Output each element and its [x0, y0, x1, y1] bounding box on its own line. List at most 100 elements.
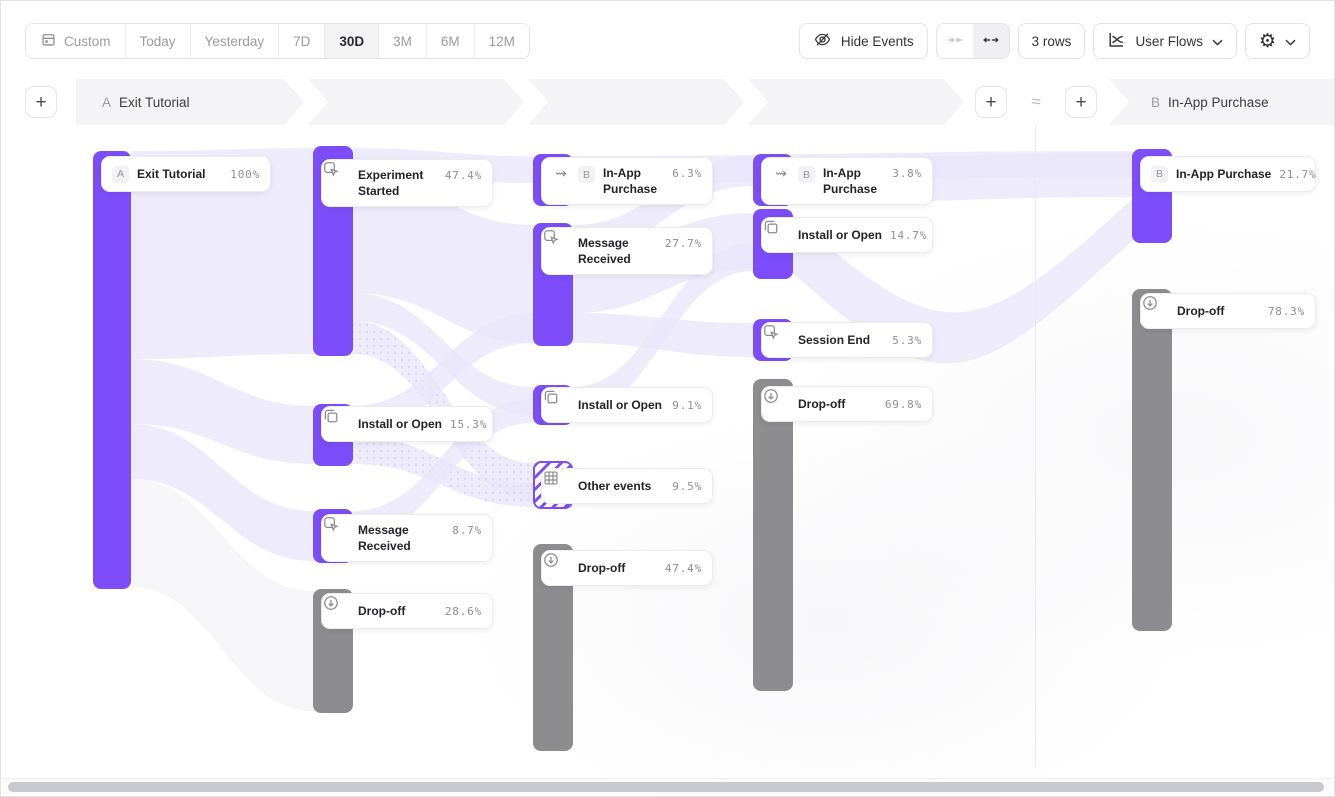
- step-header-row: + A Exit Tutorial + ≈ + B In-App Purchas…: [1, 79, 1334, 125]
- horizontal-scrollbar-thumb[interactable]: [8, 782, 1324, 792]
- cursor-click-icon: [324, 162, 350, 185]
- date-range-custom[interactable]: Custom: [26, 24, 126, 58]
- flow-ribbon[interactable]: [131, 479, 313, 711]
- rows-button[interactable]: 3 rows: [1017, 23, 1086, 59]
- jump-arrow-icon: ⇝: [555, 166, 567, 182]
- step-band-2: [308, 79, 524, 125]
- add-step-left-button[interactable]: +: [25, 86, 57, 118]
- flow-node-card[interactable]: A Exit Tutorial 100%: [101, 156, 271, 192]
- flow-node-card[interactable]: Drop-off 69.8%: [761, 386, 933, 422]
- step-band-4: [748, 79, 964, 125]
- flow-node-card[interactable]: ⇝ B In-App Purchase 6.3%: [541, 157, 713, 205]
- flow-node-card[interactable]: Drop-off 78.3%: [1140, 293, 1316, 329]
- flow-ribbon[interactable]: [353, 175, 533, 343]
- copy-icon: [324, 409, 350, 433]
- section-a-title: Exit Tutorial: [119, 95, 190, 110]
- node-label: In-App Purchase: [603, 166, 658, 197]
- section-a-badge: A: [102, 95, 111, 110]
- cursor-click-icon: [324, 517, 350, 540]
- flow-ribbon[interactable]: [131, 148, 313, 359]
- node-percentage: 69.8%: [884, 397, 922, 411]
- add-step-b-button[interactable]: +: [1065, 86, 1097, 118]
- date-range-12m[interactable]: 12M: [474, 24, 529, 58]
- flow-node-bar[interactable]: [93, 151, 131, 589]
- flow-ribbon[interactable]: [573, 243, 753, 415]
- node-label: Install or Open: [578, 397, 663, 412]
- flow-node-card[interactable]: B In-App Purchase 21.7%: [1140, 156, 1316, 192]
- flow-ribbon[interactable]: [131, 424, 313, 561]
- section-divider: [1035, 125, 1036, 767]
- node-label: Session End: [798, 332, 871, 347]
- flow-ribbon[interactable]: [353, 313, 533, 436]
- date-range-selector: Custom Today Yesterday 7D 30D 3M 6M 12M: [25, 23, 530, 59]
- flow-node-card[interactable]: Drop-off 28.6%: [321, 593, 493, 629]
- flow-chart-icon: [1107, 30, 1126, 52]
- date-range-7d[interactable]: 7D: [279, 24, 326, 58]
- gear-icon: ⚙: [1259, 31, 1276, 51]
- flow-node-card[interactable]: Other events 9.5%: [541, 468, 713, 504]
- section-a-header: A Exit Tutorial: [76, 79, 304, 125]
- section-b-badge: B: [1151, 95, 1160, 110]
- node-percentage: 9.5%: [672, 479, 702, 493]
- flow-node-card[interactable]: Install or Open 14.7%: [761, 217, 933, 253]
- flow-node-card[interactable]: Install or Open 9.1%: [541, 387, 713, 423]
- node-label: Exit Tutorial: [137, 166, 206, 181]
- arrows-collapse-icon: [946, 31, 964, 52]
- flow-node-card[interactable]: Drop-off 47.4%: [541, 550, 713, 586]
- date-range-3m[interactable]: 3M: [379, 24, 427, 58]
- flow-node-card[interactable]: Message Received 27.7%: [541, 227, 713, 275]
- flow-node-card[interactable]: Session End 5.3%: [761, 322, 933, 358]
- node-label: Drop-off: [578, 560, 626, 575]
- step-band-3: [528, 79, 744, 125]
- add-step-a-button[interactable]: +: [975, 86, 1007, 118]
- arrow-down-circle-icon: [544, 553, 570, 577]
- node-percentage: 15.3%: [450, 417, 488, 431]
- flow-node-bar[interactable]: [753, 379, 793, 691]
- node-percentage: 3.8%: [892, 167, 922, 180]
- arrow-down-circle-icon: [1143, 296, 1169, 320]
- flow-node-card[interactable]: Message Received 8.7%: [321, 514, 493, 562]
- collapse-expand-toggle: [935, 23, 1010, 59]
- flow-node-card[interactable]: Install or Open 15.3%: [321, 406, 493, 442]
- copy-icon: [544, 390, 570, 414]
- node-label: Message Received: [578, 236, 631, 267]
- eye-off-icon: [813, 30, 832, 52]
- cursor-click-icon: [544, 230, 570, 253]
- flow-ribbon[interactable]: [353, 293, 533, 415]
- flow-node-card[interactable]: Experiment Started 47.4%: [321, 159, 493, 207]
- arrow-down-circle-icon: [764, 389, 790, 413]
- collapse-columns-button[interactable]: [936, 24, 973, 58]
- flow-node-bar[interactable]: [1132, 289, 1172, 631]
- cursor-click-icon: [764, 325, 790, 349]
- date-range-6m[interactable]: 6M: [426, 24, 475, 58]
- settings-dropdown[interactable]: ⚙: [1244, 23, 1310, 59]
- node-percentage: 5.3%: [892, 333, 922, 347]
- grid-icon: [544, 471, 570, 495]
- jump-arrow-icon: ⇝: [775, 166, 787, 182]
- section-a-band: A Exit Tutorial: [76, 79, 304, 125]
- toolbar: Custom Today Yesterday 7D 30D 3M 6M 12M …: [25, 23, 1310, 59]
- date-range-30d[interactable]: 30D: [325, 24, 380, 58]
- node-label: Message Received: [358, 523, 411, 554]
- section-break-symbol: ≈: [1023, 79, 1049, 125]
- date-range-yesterday[interactable]: Yesterday: [190, 24, 280, 58]
- chevron-down-icon: [1285, 34, 1296, 49]
- node-percentage: 27.7%: [664, 237, 702, 250]
- node-percentage: 100%: [230, 167, 260, 181]
- node-label: Drop-off: [1177, 303, 1225, 318]
- node-label: Experiment Started: [358, 168, 424, 199]
- node-label: Other events: [578, 478, 652, 493]
- flow-node-card[interactable]: ⇝ B In-App Purchase 3.8%: [761, 157, 933, 205]
- view-type-dropdown[interactable]: User Flows: [1093, 23, 1237, 59]
- arrow-down-circle-icon: [324, 596, 350, 620]
- hide-events-button[interactable]: Hide Events: [798, 23, 928, 59]
- flow-ribbon[interactable]: [131, 359, 313, 464]
- expand-columns-button[interactable]: [972, 24, 1009, 58]
- section-b-header: B In-App Purchase: [1109, 79, 1334, 125]
- node-percentage: 6.3%: [672, 167, 702, 180]
- node-percentage: 78.3%: [1267, 304, 1305, 318]
- node-label: In-App Purchase: [823, 166, 878, 197]
- date-range-today[interactable]: Today: [125, 24, 191, 58]
